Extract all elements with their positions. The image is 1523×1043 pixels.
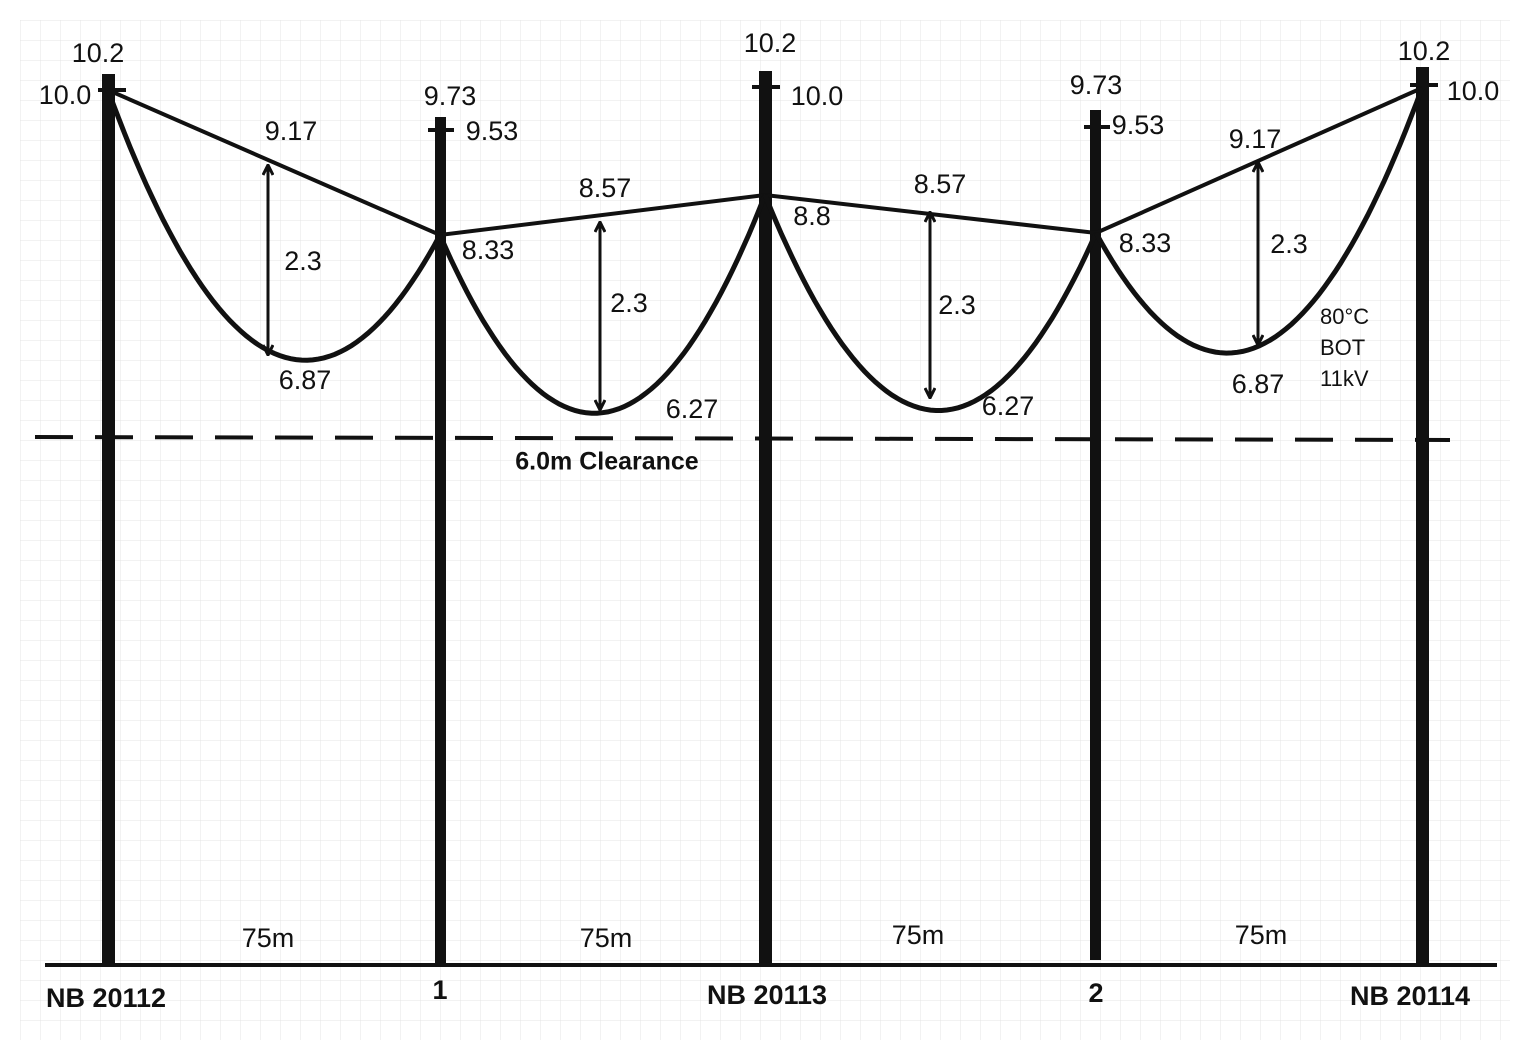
- note-line: BOT: [1320, 335, 1365, 360]
- drawing: [34, 67, 1497, 967]
- span-length: 75m: [1235, 920, 1288, 950]
- sag-curve: [437, 194, 768, 416]
- pole-name: NB 20113: [707, 980, 827, 1010]
- low-point-label: 6.87: [1232, 369, 1285, 399]
- pole: [102, 74, 115, 965]
- note-line: 80°C: [1320, 304, 1369, 329]
- pole: [1090, 110, 1101, 960]
- conductor-label: 8.8: [793, 201, 831, 231]
- low-point-label: 6.87: [279, 365, 332, 395]
- pole-name: NB 20114: [1350, 981, 1470, 1011]
- span-length: 75m: [892, 920, 945, 950]
- pole-top-label: 9.73: [424, 81, 477, 111]
- pole-name: 1: [432, 975, 447, 1005]
- crossarm: [428, 128, 454, 132]
- pole-top-label: 10.2: [1398, 36, 1451, 66]
- low-point-label: 6.27: [982, 391, 1035, 421]
- sag-label: 2.3: [938, 290, 976, 320]
- span-length: 75m: [242, 923, 295, 953]
- pole-top-label: 9.73: [1070, 70, 1123, 100]
- sag-curve: [1093, 87, 1425, 356]
- sag-curve: [105, 89, 443, 363]
- crossarm: [1084, 125, 1110, 129]
- attach-label: 10.0: [39, 80, 92, 110]
- chord-mid-label: 9.17: [265, 116, 318, 146]
- crossarm: [1410, 83, 1438, 87]
- pole-name: 2: [1088, 978, 1103, 1008]
- chord-mid-label: 8.57: [579, 173, 632, 203]
- chord-mid-label: 8.57: [914, 169, 967, 199]
- span-length: 75m: [580, 923, 633, 953]
- low-point-label: 6.27: [666, 394, 719, 424]
- clearance-label: 6.0m Clearance: [515, 448, 699, 476]
- pole-top-label: 10.2: [72, 38, 125, 68]
- sag-label: 2.3: [284, 246, 322, 276]
- crossarm: [752, 85, 780, 89]
- note-line: 11kV: [1320, 366, 1369, 391]
- attach-label: 10.0: [791, 81, 844, 111]
- attach-label: 10.0: [1447, 76, 1500, 106]
- conductor-label: 8.33: [462, 235, 515, 265]
- sag-label: 2.3: [610, 288, 648, 318]
- pole: [1416, 67, 1429, 965]
- pole-top-label: 10.2: [744, 28, 797, 58]
- chord-mid-label: 9.17: [1229, 124, 1282, 154]
- pole: [759, 71, 772, 965]
- pole-name: NB 20112: [46, 983, 166, 1013]
- attach-label: 9.53: [466, 116, 519, 146]
- conductor-label: 8.33: [1119, 228, 1172, 258]
- pole: [435, 117, 446, 965]
- attach-label: 9.53: [1112, 110, 1165, 140]
- sag-label: 2.3: [1270, 229, 1308, 259]
- sag-curve: [762, 194, 1099, 413]
